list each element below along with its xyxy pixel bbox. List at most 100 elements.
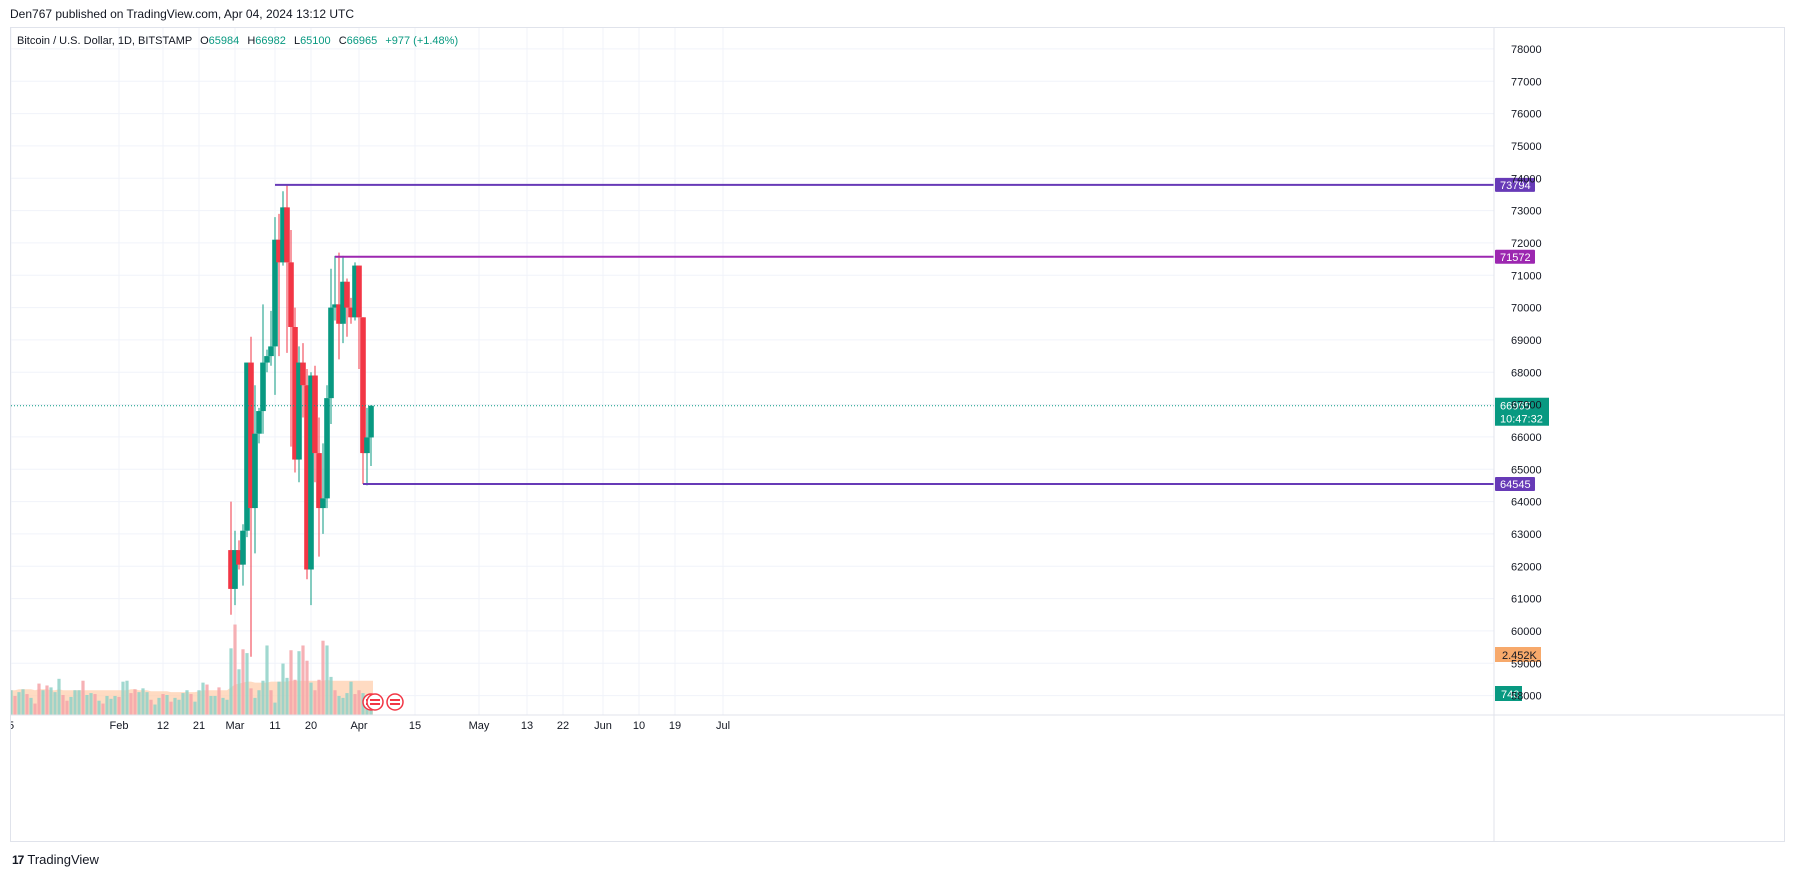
change-value: +977 (+1.48%)	[385, 35, 459, 47]
price-tick-label: 59000	[1511, 658, 1542, 670]
volume-bar	[65, 700, 69, 715]
volume-bar	[81, 680, 85, 715]
volume-bar	[73, 690, 77, 715]
time-tick-label: Mar	[226, 720, 245, 732]
time-tick-label: 10	[633, 720, 645, 732]
price-tick-label: 69000	[1511, 335, 1542, 347]
price-tick-label: 72000	[1511, 238, 1542, 250]
volume-bar	[145, 692, 149, 715]
candle	[304, 369, 310, 580]
volume-bar	[217, 687, 221, 715]
price-tick-label: 75000	[1511, 141, 1542, 153]
price-tick-label: 60000	[1511, 626, 1542, 638]
volume-bar	[57, 678, 61, 715]
volume-bar	[11, 690, 13, 715]
candle-body	[360, 317, 366, 454]
volume-bar	[185, 690, 189, 715]
open-value: 65984	[208, 35, 240, 47]
volume-bar	[165, 695, 169, 715]
volume-bar	[69, 696, 73, 715]
volume-bar	[337, 695, 341, 715]
time-tick-label: Apr	[350, 720, 367, 732]
volume-bar	[157, 697, 161, 715]
volume-bar	[37, 683, 41, 715]
price-tick-label: 68000	[1511, 367, 1542, 379]
volume-bar	[341, 697, 345, 715]
volume-bar	[41, 690, 45, 715]
volume-bar	[349, 681, 353, 715]
volume-bar	[161, 694, 165, 715]
volume-bar	[97, 700, 101, 715]
volume-bar	[129, 693, 133, 715]
price-tick-label: 76000	[1511, 109, 1542, 121]
open-label: O	[200, 35, 209, 47]
price-tick-label: 62000	[1511, 561, 1542, 573]
price-tick-label: 74000	[1511, 173, 1542, 185]
volume-bar	[109, 698, 113, 715]
volume-bar	[345, 693, 349, 715]
candle-body	[344, 281, 350, 308]
volume-bar	[301, 645, 305, 715]
candle-body	[348, 307, 354, 318]
candle	[296, 346, 302, 483]
time-tick-label: 5	[11, 720, 14, 732]
volume-bar	[329, 676, 333, 715]
price-tick-label: 71000	[1511, 270, 1542, 282]
volume-bar	[237, 669, 241, 715]
candle	[336, 252, 342, 360]
last-price-badge	[1495, 397, 1549, 426]
volume-bar	[193, 701, 197, 715]
candle-body	[352, 265, 358, 318]
volume-bar	[229, 648, 233, 715]
volume-bar	[153, 704, 157, 715]
volume-bar	[353, 694, 357, 715]
candle-body	[268, 346, 274, 357]
volume-bar	[209, 695, 213, 715]
volume-bar	[45, 685, 49, 715]
volume-bar	[49, 687, 53, 715]
time-tick-label: 12	[157, 720, 169, 732]
volume-bar	[101, 703, 105, 715]
candle-body	[288, 262, 294, 327]
candle	[284, 184, 290, 353]
volume-bar	[201, 682, 205, 715]
price-tick-label: 73000	[1511, 206, 1542, 218]
candle-body	[272, 239, 278, 347]
candle-body	[240, 530, 246, 565]
volume-bar	[205, 684, 209, 715]
candle-body	[292, 327, 298, 460]
candle-body	[296, 362, 302, 460]
volume-bar	[273, 702, 277, 715]
candle-body	[304, 385, 310, 570]
low-label: L	[293, 35, 301, 47]
volume-bar	[313, 690, 317, 715]
footer-brand[interactable]: 17 TradingView	[12, 852, 99, 867]
volume-bar	[117, 696, 121, 715]
candle	[352, 262, 358, 321]
countdown-label: 10:47:32	[1500, 414, 1543, 426]
published-caption: Den767 published on TradingView.com, Apr…	[10, 7, 355, 21]
candle-body	[364, 437, 370, 454]
level-badge-label: 64545	[1500, 479, 1531, 491]
candle	[308, 372, 314, 606]
time-tick-label: Feb	[110, 720, 129, 732]
candle-body	[340, 281, 346, 324]
volume-bar	[277, 681, 281, 715]
volume-bar	[89, 693, 93, 715]
volume-bar	[85, 695, 89, 715]
economic-event-icon	[386, 693, 404, 711]
volume-bar	[285, 677, 289, 715]
event-flag-circle	[386, 693, 404, 711]
level-badge-label: 73794	[1500, 180, 1531, 192]
volume-bar	[357, 690, 361, 715]
symbol-name[interactable]: Bitcoin / U.S. Dollar, 1D, BITSTAMP	[17, 35, 193, 47]
high-value: 66982	[255, 35, 286, 47]
volume-bar	[265, 645, 269, 715]
chart-area[interactable]: 66965 10:47:32 73794 71572 64545 2.452K 740 78…	[10, 27, 1785, 842]
volume-bar	[121, 681, 125, 715]
volume-bar	[149, 699, 153, 715]
price-tick-label: 66000	[1511, 432, 1542, 444]
volume-bar	[77, 690, 81, 715]
candle	[288, 230, 294, 447]
